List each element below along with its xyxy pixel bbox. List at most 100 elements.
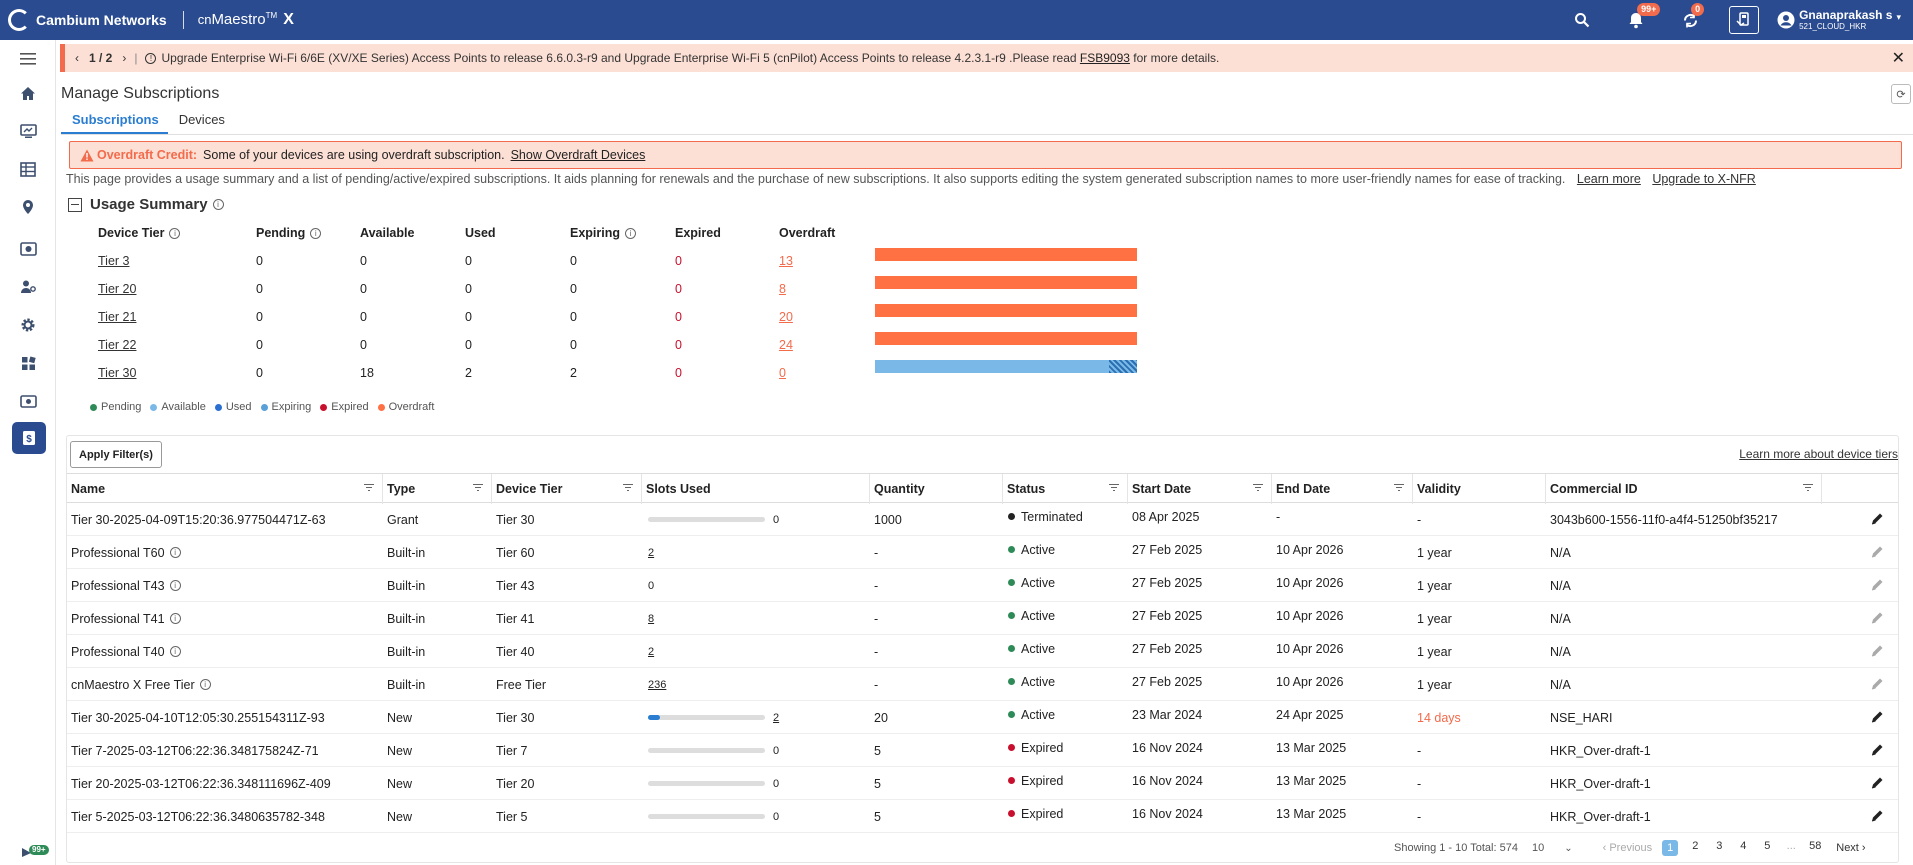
page-button[interactable]: 4 [1740,840,1747,852]
slots-used-value[interactable]: 236 [648,678,667,691]
filter-icon[interactable] [623,484,633,492]
col-type[interactable]: Type [383,474,492,504]
usage-tier-link[interactable]: Tier 30 [98,366,137,380]
apply-filters-button[interactable]: Apply Filter(s) [70,441,162,468]
usage-tier-link[interactable]: Tier 3 [98,254,130,268]
info-icon[interactable]: i [169,580,181,591]
table-row[interactable]: Professional T43 i Built-in Tier 43 0 - Active… [67,569,1898,602]
filter-icon[interactable] [364,484,374,492]
user-menu[interactable]: Gnanaprakash s 521_CLOUD_HKR ▾ [1777,9,1901,31]
table-row[interactable]: cnMaestro X Free Tier i Built-in Free Tier 2… [67,668,1898,701]
edit-pencil-icon[interactable] [1870,743,1884,757]
previous-page-button[interactable]: ‹ Previous [1602,842,1653,854]
col-name[interactable]: Name [67,474,383,504]
learn-more-link[interactable]: Learn more [1576,172,1641,186]
filter-icon[interactable] [1803,484,1813,492]
usage-summary-header[interactable]: Usage Summary i [68,196,224,213]
page-button[interactable]: 3 [1716,840,1723,852]
next-page-button[interactable]: Next › [1836,842,1866,854]
usage-overdraft-link[interactable]: 20 [779,310,793,324]
edit-pencil-icon[interactable] [1870,512,1884,526]
col-commercial-id[interactable]: Commercial ID [1546,474,1822,504]
col-slots-used[interactable]: Slots Used [642,474,870,504]
filter-icon[interactable] [1253,484,1263,492]
col-end-date[interactable]: End Date [1272,474,1413,504]
menu-toggle-icon[interactable] [15,46,41,72]
learn-device-tiers-link[interactable]: Learn more about device tiers [1739,447,1898,461]
camera-icon[interactable] [15,388,41,414]
home-icon[interactable] [15,80,41,106]
usage-overdraft-link[interactable]: 24 [779,338,793,352]
filter-icon[interactable] [1109,484,1119,492]
expiring-info-icon[interactable]: i [625,228,637,240]
table-row[interactable]: Tier 30-2025-04-09T15:20:36.977504471Z-6… [67,503,1898,536]
monitor-icon[interactable] [15,118,41,144]
edit-pencil-icon[interactable] [1870,809,1884,823]
edit-pencil-icon[interactable] [1870,578,1884,592]
edit-pencil-icon[interactable] [1870,677,1884,691]
page-size-chevron-icon[interactable]: ⌄ [1564,842,1573,854]
col-quantity[interactable]: Quantity [870,474,1003,504]
table-row[interactable]: Tier 30-2025-04-10T12:05:30.255154311Z-9… [67,701,1898,734]
info-icon[interactable]: i [169,646,181,657]
col-device-tier[interactable]: Device Tier [492,474,642,504]
usage-overdraft-link[interactable]: 0 [779,366,786,380]
table-row[interactable]: Tier 7-2025-03-12T06:22:36.348175824Z-71… [67,734,1898,767]
search-icon[interactable] [1571,9,1593,31]
info-icon[interactable]: i [169,613,181,624]
info-icon[interactable]: i [169,547,181,558]
filter-icon[interactable] [473,484,483,492]
table-row[interactable]: Tier 5-2025-03-12T06:22:36.3480635782-34… [67,800,1898,833]
upgrade-link[interactable]: Upgrade to X-NFR [1652,172,1756,186]
usage-tier-link[interactable]: Tier 21 [98,310,137,324]
usage-overdraft-link[interactable]: 8 [779,282,786,296]
brand[interactable]: Cambium Networks cnMaestroTM X [8,9,294,31]
device-tier-info-icon[interactable]: i [169,228,181,240]
table-row[interactable]: Tier 20-2025-03-12T06:22:36.348111696Z-4… [67,767,1898,800]
table-row[interactable]: Professional T60 i Built-in Tier 60 2 - Active… [67,536,1898,569]
table-row[interactable]: Professional T40 i Built-in Tier 40 2 - Active… [67,635,1898,668]
usage-tier-link[interactable]: Tier 20 [98,282,137,296]
dashboard-icon[interactable] [15,236,41,262]
table-icon[interactable] [15,156,41,182]
pending-info-icon[interactable]: i [310,228,322,240]
map-pin-icon[interactable] [15,194,41,220]
banner-next-icon[interactable]: › [122,51,127,65]
edit-pencil-icon[interactable] [1870,710,1884,724]
edit-pencil-icon[interactable] [1870,776,1884,790]
page-button[interactable]: 1 [1662,840,1679,856]
slots-used-value[interactable]: 2 [648,546,655,559]
page-size-select[interactable]: 10 [1531,842,1545,854]
filter-icon[interactable] [1394,484,1404,492]
col-validity[interactable]: Validity [1413,474,1546,504]
table-row[interactable]: Professional T41 i Built-in Tier 41 8 - Active… [67,602,1898,635]
col-start-date[interactable]: Start Date [1128,474,1272,504]
sync-icon[interactable]: 0 [1679,3,1705,31]
collapse-icon[interactable] [68,197,82,212]
edit-pencil-icon[interactable] [1870,644,1884,658]
subscriptions-icon[interactable]: $ [12,422,46,454]
slots-used-value[interactable]: 2 [773,711,780,724]
feedback-icon[interactable] [20,845,34,862]
settings-gear-icon[interactable] [15,312,41,338]
page-button[interactable]: 58 [1809,840,1822,852]
slots-used-value[interactable]: 8 [648,612,655,625]
notifications-bell-icon[interactable]: 99+ [1625,3,1661,31]
usage-tier-link[interactable]: Tier 22 [98,338,137,352]
banner-fsb-link[interactable]: FSB9093 [1079,51,1130,65]
banner-prev-icon[interactable]: ‹ [75,51,79,65]
edit-pencil-icon[interactable] [1870,611,1884,625]
tab-devices[interactable]: Devices [178,112,225,127]
banner-close-icon[interactable]: ✕ [1891,50,1905,67]
page-button[interactable]: 2 [1692,840,1699,852]
edit-pencil-icon[interactable] [1870,545,1884,559]
apps-grid-icon[interactable] [15,350,41,376]
tab-subscriptions[interactable]: Subscriptions [61,112,168,134]
usage-info-icon[interactable]: i [212,199,224,210]
info-icon[interactable]: i [199,679,211,690]
users-icon[interactable] [15,274,41,300]
usage-overdraft-link[interactable]: 13 [779,254,793,268]
show-overdraft-devices-link[interactable]: Show Overdraft Devices [510,148,646,162]
col-status[interactable]: Status [1003,474,1128,504]
slots-used-value[interactable]: 2 [648,645,655,658]
